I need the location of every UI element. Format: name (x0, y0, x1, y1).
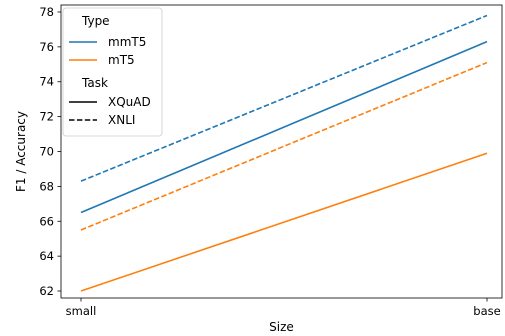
y-tick-label: 76 (39, 40, 54, 54)
legend-label-xquad: XQuAD (108, 95, 151, 109)
legend-label-xnli: XNLI (108, 113, 135, 127)
y-tick-label: 62 (39, 284, 54, 298)
y-tick-label: 68 (39, 179, 54, 193)
series-line-mt5-xnli (80, 61, 488, 231)
legend-type-title: Type (81, 14, 110, 28)
x-tick-label: small (66, 304, 97, 318)
x-tick-label: base (473, 304, 500, 318)
y-tick-label: 74 (39, 75, 54, 89)
legend: Type mmT5 mT5 Task XQuAD XNLI (62, 7, 163, 137)
legend-box (62, 7, 163, 137)
series-line-mmt5-xquad (80, 40, 488, 214)
legend-label-mt5: mT5 (108, 53, 135, 67)
legend-task-title: Task (81, 76, 108, 90)
y-axis-ticks: 62 64 66 68 70 72 74 76 78 (39, 5, 61, 298)
y-tick-label: 70 (39, 145, 54, 159)
series-layer (80, 14, 488, 292)
y-tick-label: 64 (39, 249, 54, 263)
x-axis-ticks: small base (66, 298, 501, 318)
y-tick-label: 78 (39, 5, 54, 19)
series-line-mmt5-xnli (80, 14, 488, 182)
y-tick-label: 66 (39, 214, 54, 228)
legend-label-mmt5: mmT5 (108, 35, 146, 49)
x-axis-label: Size (269, 320, 294, 334)
series-line-mt5-xquad (80, 152, 488, 292)
y-axis-label: F1 / Accuracy (14, 111, 28, 192)
y-tick-label: 72 (39, 110, 54, 124)
